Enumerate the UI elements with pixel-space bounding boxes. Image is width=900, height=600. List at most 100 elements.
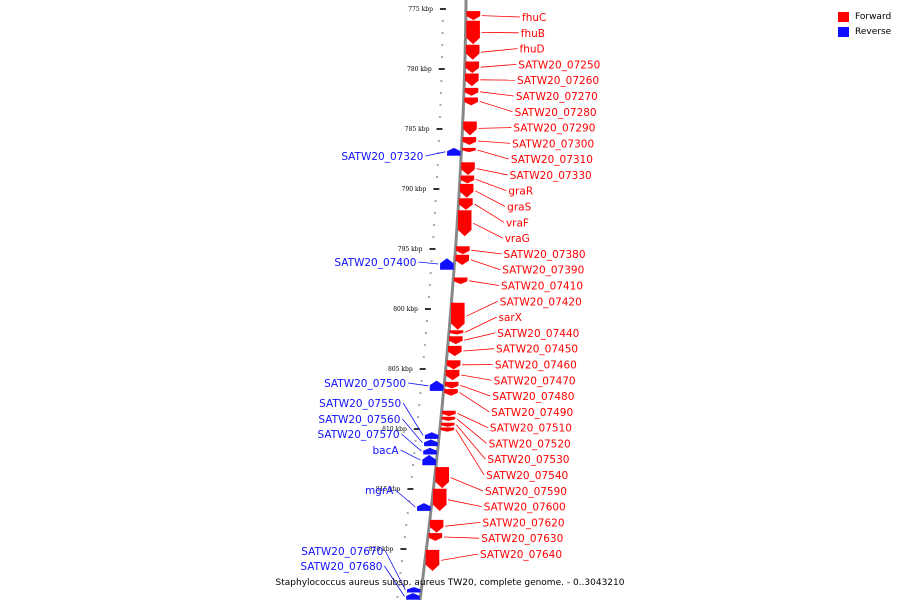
legend-label-forward: Forward bbox=[855, 11, 892, 22]
genome-backbone bbox=[418, 0, 468, 600]
leader-line bbox=[425, 151, 446, 157]
gene-label-fhuB: fhuB bbox=[521, 28, 545, 40]
genome-caption: Staphylococcus aureus subsp. aureus TW20… bbox=[275, 578, 625, 588]
tick-label: 820 kbp bbox=[369, 546, 394, 553]
gene-label-SATW20_07440: SATW20_07440 bbox=[497, 328, 579, 340]
gene-label-SATW20_07270: SATW20_07270 bbox=[516, 91, 598, 103]
gene-label-SATW20_07390: SATW20_07390 bbox=[502, 265, 584, 277]
gene-label-SATW20_07300: SATW20_07300 bbox=[512, 138, 594, 150]
tick-label: 780 kbp bbox=[407, 66, 432, 73]
reverse-gene-SATW20_07670 bbox=[406, 587, 421, 593]
forward-gene-sarX bbox=[449, 330, 464, 335]
leader-line bbox=[402, 418, 423, 444]
gene-label-SATW20_07480: SATW20_07480 bbox=[492, 391, 574, 403]
leader-line bbox=[455, 429, 485, 476]
leader-line bbox=[460, 384, 491, 397]
leader-line bbox=[464, 332, 496, 341]
forward-gene-SATW20_07300 bbox=[462, 137, 477, 145]
gene-label-mgrA: mgrA bbox=[365, 485, 394, 497]
forward-gene-SATW20_07290 bbox=[463, 121, 477, 136]
forward-gene-fhuC bbox=[466, 11, 481, 21]
forward-gene-SATW20_07510 bbox=[442, 410, 456, 417]
gene-label-SATW20_07600: SATW20_07600 bbox=[484, 502, 566, 514]
leader-line bbox=[418, 261, 439, 265]
gene-label-graS: graS bbox=[507, 202, 531, 214]
gene-features bbox=[406, 11, 481, 600]
legend-label-reverse: Reverse bbox=[855, 26, 892, 37]
tick-label: 800 kbp bbox=[393, 306, 418, 313]
leader-line bbox=[443, 536, 480, 539]
tick-label: 785 kbp bbox=[405, 126, 430, 133]
forward-gene-SATW20_07630 bbox=[428, 533, 443, 541]
leader-line bbox=[481, 48, 518, 53]
forward-gene-SATW20_07530 bbox=[440, 422, 455, 427]
legend-item-reverse: Reverse bbox=[838, 24, 891, 39]
leader-line bbox=[408, 382, 429, 387]
gene-label-SATW20_07490: SATW20_07490 bbox=[491, 407, 573, 419]
reverse-gene-bacA bbox=[422, 455, 436, 466]
reverse-gene-SATW20_07550 bbox=[424, 432, 439, 439]
forward-gene-SATW20_07330 bbox=[461, 162, 475, 175]
leader-line bbox=[471, 249, 502, 255]
leader-line bbox=[477, 149, 509, 160]
label-leader-lines bbox=[384, 15, 521, 597]
tick-label: 795 kbp bbox=[398, 246, 423, 253]
gene-label-SATW20_07530: SATW20_07530 bbox=[487, 454, 569, 466]
gene-label-SATW20_07670: SATW20_07670 bbox=[301, 546, 383, 558]
legend-item-forward: Forward bbox=[838, 9, 891, 24]
forward-gene-SATW20_07470 bbox=[445, 369, 460, 381]
forward-gene-SATW20_07600 bbox=[432, 488, 447, 512]
tick-label: 775 kbp bbox=[408, 6, 433, 13]
gene-label-SATW20_07310: SATW20_07310 bbox=[511, 154, 593, 166]
gene-label-SATW20_07420: SATW20_07420 bbox=[500, 296, 582, 308]
reverse-gene-SATW20_07500 bbox=[429, 380, 444, 391]
forward-gene-graS bbox=[459, 183, 474, 198]
leader-line bbox=[440, 553, 479, 561]
gene-label-vraF: vraF bbox=[506, 217, 529, 229]
leader-line bbox=[479, 101, 513, 113]
gene-label-SATW20_07260: SATW20_07260 bbox=[517, 75, 599, 87]
legend-swatch-forward bbox=[838, 11, 849, 22]
gene-label-SATW20_07510: SATW20_07510 bbox=[490, 423, 572, 435]
gene-label-fhuC: fhuC bbox=[522, 12, 546, 24]
strand-legend: Forward Reverse bbox=[838, 9, 891, 39]
forward-gene-fhuD bbox=[465, 44, 480, 60]
reverse-gene-mgrA bbox=[417, 503, 431, 511]
gene-labels: fhuC fhuB fhuD SATW20_07250 SATW20_07260 SATW… bbox=[300, 12, 600, 573]
gene-label-SATW20_07500: SATW20_07500 bbox=[324, 378, 406, 390]
tick-label: 790 kbp bbox=[402, 186, 427, 193]
forward-gene-SATW20_07480 bbox=[444, 381, 459, 389]
gene-label-SATW20_07400: SATW20_07400 bbox=[334, 257, 416, 269]
gene-label-graR: graR bbox=[508, 186, 533, 198]
leader-line bbox=[384, 550, 406, 590]
reverse-gene-SATW20_07570 bbox=[423, 447, 437, 455]
forward-gene-SATW20_07540 bbox=[440, 427, 455, 432]
leader-line bbox=[476, 168, 508, 176]
forward-gene-SATW20_07450 bbox=[447, 345, 462, 357]
leader-line bbox=[461, 374, 492, 381]
leader-line bbox=[450, 477, 484, 492]
tick-group: 775 kbp 780 kbp 785 kbp 790 kbp 795 kbp 800 k… bbox=[369, 6, 446, 598]
gene-label-SATW20_07590: SATW20_07590 bbox=[485, 486, 567, 498]
forward-gene-SATW20_07460 bbox=[446, 360, 461, 370]
tick-label: 815 kbp bbox=[376, 486, 401, 493]
forward-gene-SATW20_07520 bbox=[441, 416, 456, 421]
leader-line bbox=[474, 203, 505, 223]
gene-label-SATW20_07630: SATW20_07630 bbox=[481, 533, 563, 545]
leader-line bbox=[402, 402, 424, 436]
leader-line bbox=[479, 91, 514, 97]
leader-line bbox=[384, 565, 405, 597]
leader-line bbox=[475, 190, 506, 207]
forward-gene-SATW20_07590 bbox=[435, 467, 450, 489]
gene-label-SATW20_07680: SATW20_07680 bbox=[300, 561, 382, 573]
reverse-gene-SATW20_07560 bbox=[424, 439, 438, 447]
leader-line bbox=[400, 449, 421, 461]
forward-gene-SATW20_07490 bbox=[444, 389, 458, 396]
leader-line bbox=[448, 499, 482, 508]
reverse-gene-SATW20_07400 bbox=[440, 258, 454, 270]
leader-line bbox=[395, 489, 416, 508]
leader-line bbox=[459, 392, 490, 413]
forward-gene-fhuB bbox=[466, 20, 480, 45]
